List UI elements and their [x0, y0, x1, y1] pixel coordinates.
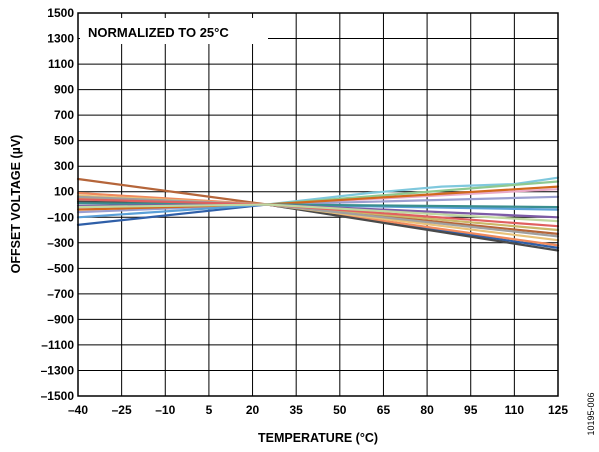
y-tick-label: 700 [54, 108, 74, 122]
x-tick-label: –25 [112, 403, 132, 417]
y-tick-label: –1300 [41, 363, 75, 377]
x-tick-label: 20 [246, 403, 260, 417]
y-tick-label: –900 [47, 312, 74, 326]
x-tick-label: 125 [548, 403, 568, 417]
y-tick-label: –300 [47, 236, 74, 250]
x-tick-label: –10 [155, 403, 175, 417]
y-tick-labels: 1500 1300 1100 900 700 500 300 100 –100 –300 –500 –… [41, 6, 75, 403]
y-axis-title: OFFSET VOLTAGE (µV) [9, 135, 23, 274]
y-tick-label: –500 [47, 261, 74, 275]
y-tick-label: –700 [47, 287, 74, 301]
x-tick-label: –40 [68, 403, 88, 417]
y-tick-label: 900 [54, 83, 74, 97]
x-tick-label: 95 [464, 403, 478, 417]
x-tick-label: 65 [377, 403, 391, 417]
x-tick-label: 35 [290, 403, 304, 417]
figure-id: 10195-006 [586, 392, 596, 435]
y-tick-label: 100 [54, 185, 74, 199]
x-axis-title: TEMPERATURE (°C) [258, 431, 378, 445]
annotation-box [80, 18, 268, 44]
x-tick-label: 5 [206, 403, 213, 417]
x-tick-labels: –40 –25 –10 5 20 35 50 65 80 95 110 125 [68, 403, 568, 417]
x-tick-label: 110 [505, 403, 525, 417]
y-tick-label: 300 [54, 159, 74, 173]
plot-frame [77, 12, 559, 397]
x-tick-label: 80 [420, 403, 434, 417]
y-tick-label: –1100 [41, 338, 74, 352]
x-tick-label: 50 [333, 403, 347, 417]
y-tick-label: 1500 [47, 6, 74, 20]
plot-border [77, 12, 559, 397]
y-tick-label: 1100 [48, 57, 74, 71]
y-tick-label: –100 [47, 210, 74, 224]
y-tick-label: 500 [54, 134, 74, 148]
series-group [76, 176, 560, 252]
series-line-17 [76, 203, 560, 223]
y-tick-label: –1500 [41, 389, 75, 403]
annotation-label: NORMALIZED TO 25°C [88, 25, 229, 40]
y-tick-label: 1300 [47, 32, 74, 46]
